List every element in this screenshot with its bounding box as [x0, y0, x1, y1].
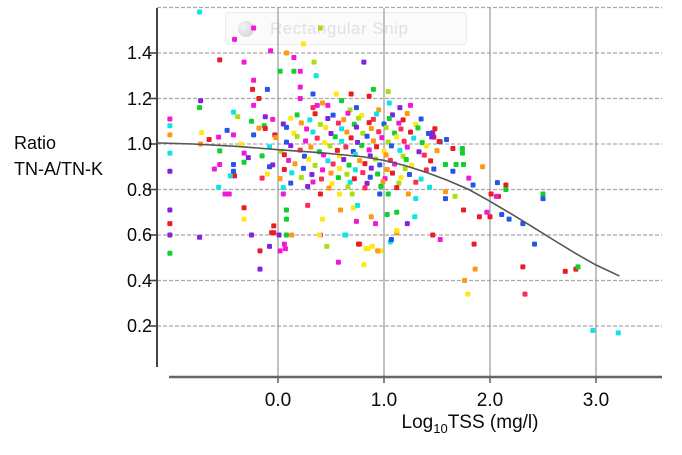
- trend-line: [157, 142, 620, 277]
- x-tick-label: 1.0: [370, 390, 398, 411]
- y-tick-label: 0.2: [126, 316, 152, 336]
- x-axis-title: Log10TSS (mg/l): [401, 412, 539, 436]
- y-tick-label: 1.0: [126, 134, 152, 154]
- y-tick-label: 0.6: [126, 225, 152, 245]
- x-tick-label: 2.0: [476, 390, 504, 411]
- y-axis-title-line2: TN-A/TN-K: [14, 159, 103, 179]
- x-tick-label: 3.0: [582, 390, 610, 411]
- y-tick-label: 1.2: [126, 88, 152, 109]
- y-tick-label: 1.4: [126, 43, 152, 63]
- y-tick-label: 0.4: [126, 270, 152, 291]
- y-axis-title: Ratio TN-A/TN-K: [14, 130, 103, 182]
- snip-toolbar-label: Rectangular Snip: [270, 18, 409, 38]
- y-tick-label: 0.8: [126, 179, 152, 200]
- snip-cursor-icon: [238, 20, 254, 37]
- y-axis-title-line1: Ratio: [14, 133, 57, 153]
- axes: [149, 8, 662, 383]
- scatter-points: [167, 9, 621, 336]
- snip-toolbar-ghost: Rectangular Snip: [225, 12, 467, 45]
- x-tick-label: 0.0: [264, 390, 292, 411]
